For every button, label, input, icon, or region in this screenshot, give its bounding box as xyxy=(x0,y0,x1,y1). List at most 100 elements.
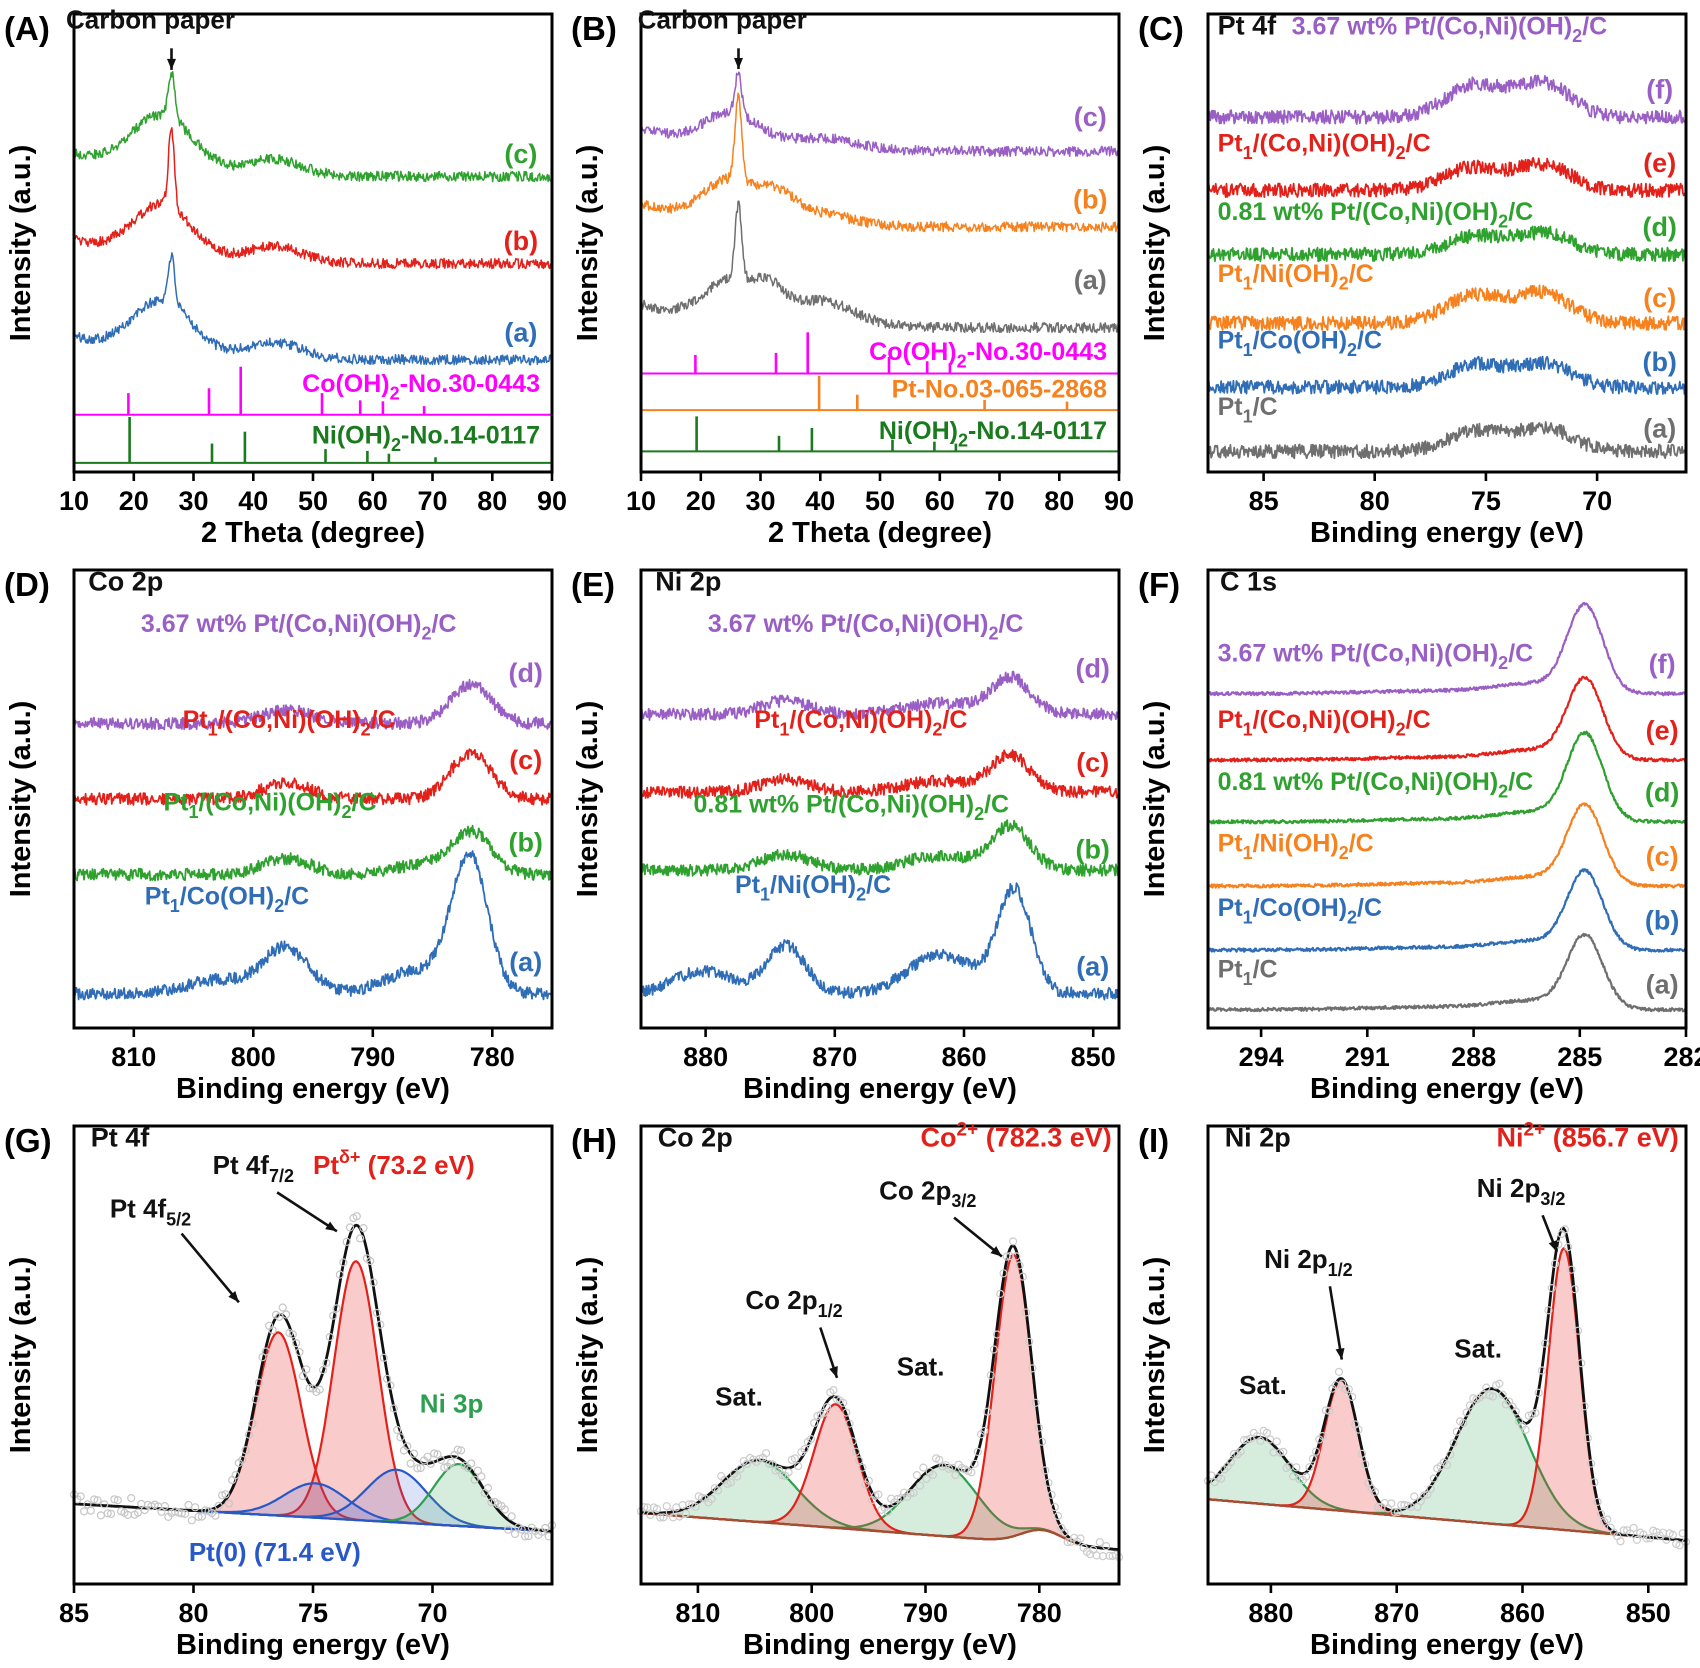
data-point xyxy=(726,1478,735,1487)
data-point xyxy=(1102,1542,1111,1551)
data-point xyxy=(379,1353,388,1362)
data-point xyxy=(335,1270,344,1279)
data-point xyxy=(1675,1541,1684,1550)
data-point xyxy=(839,1398,848,1407)
annotation: Carbon paper xyxy=(66,5,235,35)
data-point xyxy=(1603,1515,1612,1524)
data-point xyxy=(1410,1492,1419,1501)
data-point xyxy=(100,1500,109,1509)
annotation: Pt(0) (71.4 eV) xyxy=(189,1537,361,1567)
x-tick-label: 10 xyxy=(626,486,656,516)
y-axis-label: Intensity (a.u.) xyxy=(572,701,604,898)
annotation: 3.67 wt% Pt/(Co,Ni)(OH)2/C xyxy=(1218,640,1534,674)
panel-tag: (F) xyxy=(1138,566,1180,603)
annotation: Co 2p xyxy=(88,567,163,597)
data-point xyxy=(1567,1265,1576,1274)
data-point xyxy=(842,1408,851,1417)
data-point xyxy=(662,1502,671,1511)
arrowhead xyxy=(990,1246,1002,1257)
scatter-points xyxy=(636,1237,1124,1562)
data-point xyxy=(221,1490,230,1499)
scatter-points xyxy=(1203,1225,1691,1550)
annotation: 3.67 wt% Pt/(Co,Ni)(OH)2/C xyxy=(708,610,1024,644)
chart-i: 880 870 860 850 Binding energy (eV) Intensity… xyxy=(1134,1112,1700,1668)
data-point xyxy=(713,1486,723,1495)
data-point xyxy=(1018,1272,1027,1281)
data-point xyxy=(325,1332,334,1342)
panel-background xyxy=(0,1112,566,1668)
annotation: (b) xyxy=(1642,347,1676,377)
spectrum-curve-a xyxy=(1206,932,1687,1013)
reference-stick-pattern xyxy=(641,416,1119,453)
data-point xyxy=(403,1442,412,1451)
data-point xyxy=(1593,1497,1602,1506)
data-point xyxy=(1357,1449,1366,1458)
data-point xyxy=(1645,1534,1655,1543)
arrowhead xyxy=(829,1366,838,1378)
data-point xyxy=(406,1459,415,1468)
data-point xyxy=(1002,1252,1011,1261)
data-point xyxy=(423,1452,432,1461)
annotation: 0.81 wt% Pt/(Co,Ni)(OH)2/C xyxy=(1218,198,1534,232)
data-point xyxy=(1393,1507,1402,1517)
data-point xyxy=(1015,1261,1024,1270)
data-point xyxy=(1292,1463,1301,1472)
data-point xyxy=(1044,1478,1053,1487)
data-point xyxy=(127,1494,136,1503)
data-point xyxy=(191,1503,200,1512)
data-point xyxy=(1537,1366,1546,1375)
data-point xyxy=(652,1504,662,1514)
data-point xyxy=(90,1495,99,1504)
fit-peak-fill xyxy=(74,1483,552,1532)
data-point xyxy=(110,1495,119,1504)
panel-g: 85 80 75 70 Binding energy (eV) Intensity (a.… xyxy=(0,1112,566,1668)
spectrum-curve-d xyxy=(640,670,1120,721)
data-point xyxy=(1311,1447,1321,1456)
data-point xyxy=(656,1513,665,1522)
data-point xyxy=(1321,1406,1330,1415)
data-point xyxy=(1462,1408,1471,1417)
data-point xyxy=(187,1516,196,1525)
y-axis-label: Intensity (a.u.) xyxy=(5,1257,37,1454)
data-point xyxy=(1616,1537,1625,1546)
data-point xyxy=(1308,1454,1317,1463)
data-point xyxy=(1037,1437,1047,1446)
annotation: Co(OH)2-No.30-0443 xyxy=(302,370,540,404)
data-point xyxy=(1390,1507,1399,1517)
data-point xyxy=(1256,1436,1265,1445)
panel-h: 810 800 790 780 Binding energy (eV) Intensity… xyxy=(567,1112,1133,1668)
data-point xyxy=(765,1459,774,1468)
annotation: (a) xyxy=(504,318,537,348)
data-point xyxy=(86,1506,95,1515)
data-point xyxy=(800,1445,809,1454)
data-point xyxy=(409,1449,419,1458)
data-point xyxy=(248,1419,257,1428)
data-point xyxy=(282,1310,291,1319)
panel-f: 294 291 288 285 282 Binding energy (eV) Intens… xyxy=(1134,556,1700,1112)
annotation: 0.81 wt% Pt/(Co,Ni)(OH)2/C xyxy=(1218,768,1534,802)
panel-i: 880 870 860 850 Binding energy (eV) Intensity… xyxy=(1134,1112,1700,1668)
annotation: Pt-No.03-065-2868 xyxy=(892,375,1107,403)
data-point xyxy=(255,1378,264,1387)
data-point xyxy=(103,1509,112,1518)
annotation: (f) xyxy=(1646,75,1673,105)
chart-f: 294 291 288 285 282 Binding energy (eV) Intens… xyxy=(1134,556,1700,1112)
arrowhead xyxy=(734,58,743,69)
data-point xyxy=(1531,1408,1540,1418)
data-point xyxy=(372,1308,382,1318)
data-point xyxy=(1442,1460,1452,1469)
spectrum-curve-d xyxy=(1207,730,1687,825)
spectrum-curve-c xyxy=(640,71,1120,158)
x-tick-label: 810 xyxy=(675,1598,720,1628)
x-tick-label: 70 xyxy=(1582,486,1612,516)
spectrum-curve-c xyxy=(73,71,553,183)
data-point xyxy=(691,1502,700,1511)
x-tick-label: 850 xyxy=(1626,1598,1671,1628)
data-point xyxy=(1587,1459,1596,1468)
annotation: (b) xyxy=(1073,185,1107,215)
annotation: (c) xyxy=(1646,841,1679,871)
x-tick-label: 282 xyxy=(1663,1042,1700,1072)
fit-baseline xyxy=(640,1511,1120,1551)
annotation: (a) xyxy=(1646,970,1679,1000)
